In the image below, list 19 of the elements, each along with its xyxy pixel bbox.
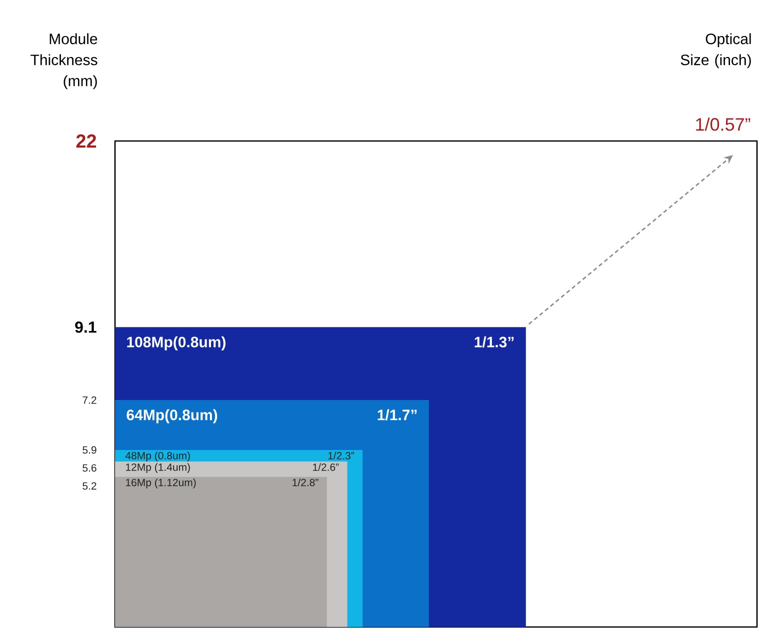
data-label: 9.1 bbox=[75, 321, 96, 333]
data-label: 22 bbox=[76, 134, 96, 148]
data-label: 7.2 bbox=[82, 396, 96, 404]
category-label: 12Mp (1.4um) bbox=[126, 463, 190, 473]
category-label: 48Mp (0.8um) bbox=[125, 452, 190, 462]
data-label: 5.9 bbox=[82, 446, 96, 454]
text: Module Thickness (mm) bbox=[30, 33, 98, 90]
text: 1/2.8” bbox=[292, 478, 318, 486]
category-label: 16Mp (1.12um) bbox=[126, 478, 196, 488]
category-label: 64Mp(0.8um) bbox=[126, 409, 218, 424]
text: 1/2.6” bbox=[313, 463, 339, 471]
text: Optical Size (inch) bbox=[680, 33, 751, 68]
text: 1/0.57” bbox=[696, 118, 750, 131]
text: 1/1.7” bbox=[378, 409, 417, 420]
text: 1/1.3” bbox=[474, 336, 514, 348]
category-label: 108Mp(0.8um) bbox=[127, 336, 226, 350]
text: 1/2.3” bbox=[328, 452, 354, 460]
data-label: 5.2 bbox=[82, 482, 96, 490]
data-label: 5.6 bbox=[82, 464, 96, 472]
